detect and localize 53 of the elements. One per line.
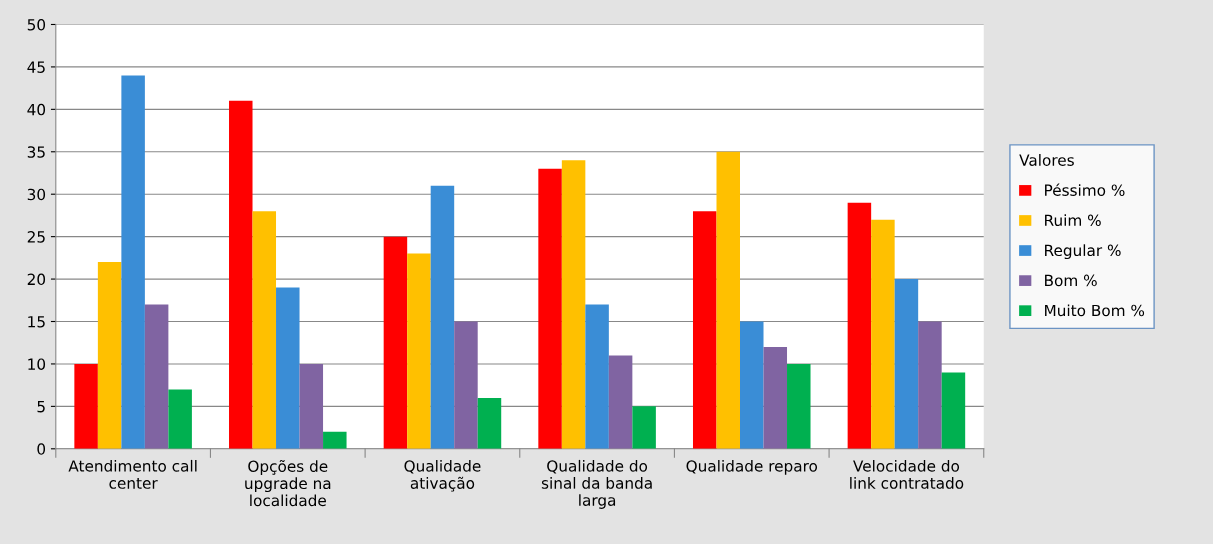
bar	[787, 363, 811, 449]
x-tick-label: Qualidade do sinal da banda larga	[541, 459, 652, 509]
legend-label: Bom %	[1045, 274, 1097, 287]
y-tick-label: 10	[28, 358, 46, 370]
x-tick-label: Atendimento call center	[68, 459, 197, 489]
bar	[252, 211, 277, 449]
bar	[538, 168, 562, 449]
bar	[454, 321, 478, 449]
bar	[121, 75, 145, 449]
bar	[168, 389, 192, 449]
bar	[918, 321, 942, 449]
bar	[740, 321, 764, 449]
y-tick-label: 35	[27, 146, 45, 158]
bar	[407, 253, 431, 449]
y-tick-label: 30	[27, 188, 46, 201]
legend-label: Muito Bom %	[1045, 304, 1145, 317]
bar	[871, 219, 895, 449]
legend-label: Regular %	[1045, 244, 1121, 260]
bar	[716, 151, 740, 449]
y-tick-label: 20	[27, 273, 46, 286]
y-tick-label: 45	[27, 61, 45, 73]
bar	[692, 211, 717, 449]
bar	[74, 363, 98, 449]
bar	[383, 236, 408, 449]
bar	[477, 397, 502, 449]
bar	[276, 287, 300, 449]
bar	[632, 406, 656, 449]
legend-title: Valores	[1019, 154, 1074, 166]
y-tick-label: 5	[37, 401, 45, 413]
bar	[941, 372, 966, 449]
y-tick-label: 0	[37, 443, 46, 455]
bar	[144, 304, 169, 449]
bar	[763, 346, 788, 449]
bar	[847, 202, 872, 449]
bar	[561, 160, 586, 449]
legend-label: Ruim %	[1045, 214, 1101, 227]
bar	[608, 355, 633, 449]
y-tick-label: 25	[27, 231, 45, 243]
bar	[894, 279, 919, 449]
bar	[585, 304, 609, 449]
bar	[97, 262, 122, 449]
x-tick-label: Velocidade do link contratado	[850, 459, 964, 489]
y-tick-label: 40	[27, 103, 46, 116]
y-tick-label: 15	[28, 316, 45, 328]
x-tick-label: Qualidade ativação	[404, 459, 481, 492]
y-tick-label: 50	[27, 18, 46, 31]
x-tick-label: Opções de upgrade na localidade	[245, 459, 331, 507]
bar	[299, 363, 324, 449]
bar	[323, 431, 347, 449]
legend-label: Péssimo %	[1045, 183, 1125, 196]
x-tick-label: Qualidade reparo	[686, 459, 818, 475]
bar	[229, 100, 253, 449]
bar	[430, 185, 455, 449]
